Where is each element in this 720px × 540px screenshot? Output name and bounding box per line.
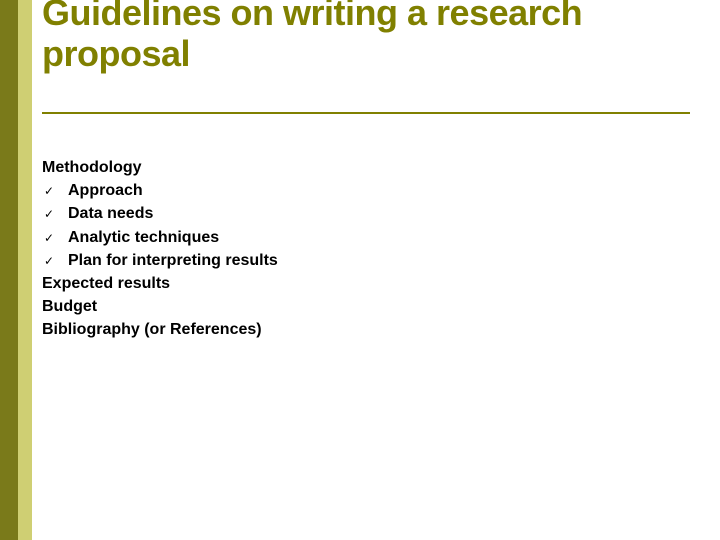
list-item: ✓ Analytic techniques <box>42 226 682 249</box>
list-item: ✓ Data needs <box>42 202 682 225</box>
check-icon: ✓ <box>42 183 68 200</box>
list-item: ✓ Plan for interpreting results <box>42 249 682 272</box>
list-item-label: Approach <box>68 179 143 202</box>
list-item-label: Data needs <box>68 202 153 225</box>
section-bibliography: Bibliography (or References) <box>42 318 682 341</box>
title-divider <box>42 112 690 114</box>
section-budget: Budget <box>42 295 682 318</box>
slide-title: Guidelines on writing a research proposa… <box>42 0 682 75</box>
left-stripe-dark <box>0 0 18 540</box>
list-item-label: Analytic techniques <box>68 226 219 249</box>
left-stripe-light <box>18 0 32 540</box>
list-item: ✓ Approach <box>42 179 682 202</box>
slide-body: Methodology ✓ Approach ✓ Data needs ✓ An… <box>42 156 682 342</box>
list-item-label: Plan for interpreting results <box>68 249 278 272</box>
check-icon: ✓ <box>42 230 68 247</box>
section-methodology: Methodology <box>42 156 682 179</box>
section-expected-results: Expected results <box>42 272 682 295</box>
check-icon: ✓ <box>42 206 68 223</box>
check-icon: ✓ <box>42 253 68 270</box>
